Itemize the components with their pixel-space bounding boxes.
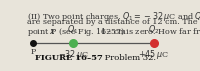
Text: $Q_2$: $Q_2$ xyxy=(148,24,159,36)
Text: $Q_1$: $Q_1$ xyxy=(67,24,79,36)
Text: Problem 32.: Problem 32. xyxy=(102,54,156,62)
Text: $x$: $x$ xyxy=(49,27,56,36)
Text: P: P xyxy=(30,48,35,56)
Text: $-32\,\mu$C: $-32\,\mu$C xyxy=(58,48,89,61)
Text: $+45\,\mu$C: $+45\,\mu$C xyxy=(138,48,169,61)
Text: are separated by a distance of 12 cm. The electric field at the: are separated by a distance of 12 cm. Th… xyxy=(27,18,200,26)
Text: 12 cm: 12 cm xyxy=(101,28,126,36)
Text: point P (see Fig. 16–57) is zero. How far from $Q_1$ is P?: point P (see Fig. 16–57) is zero. How fa… xyxy=(27,25,200,38)
Text: FIGURE 16–57: FIGURE 16–57 xyxy=(35,54,102,62)
Text: (II) Two point charges, $Q_1 = -32\,\mu$C and $Q_2 = +45\,\mu$C,: (II) Two point charges, $Q_1 = -32\,\mu$… xyxy=(27,10,200,23)
